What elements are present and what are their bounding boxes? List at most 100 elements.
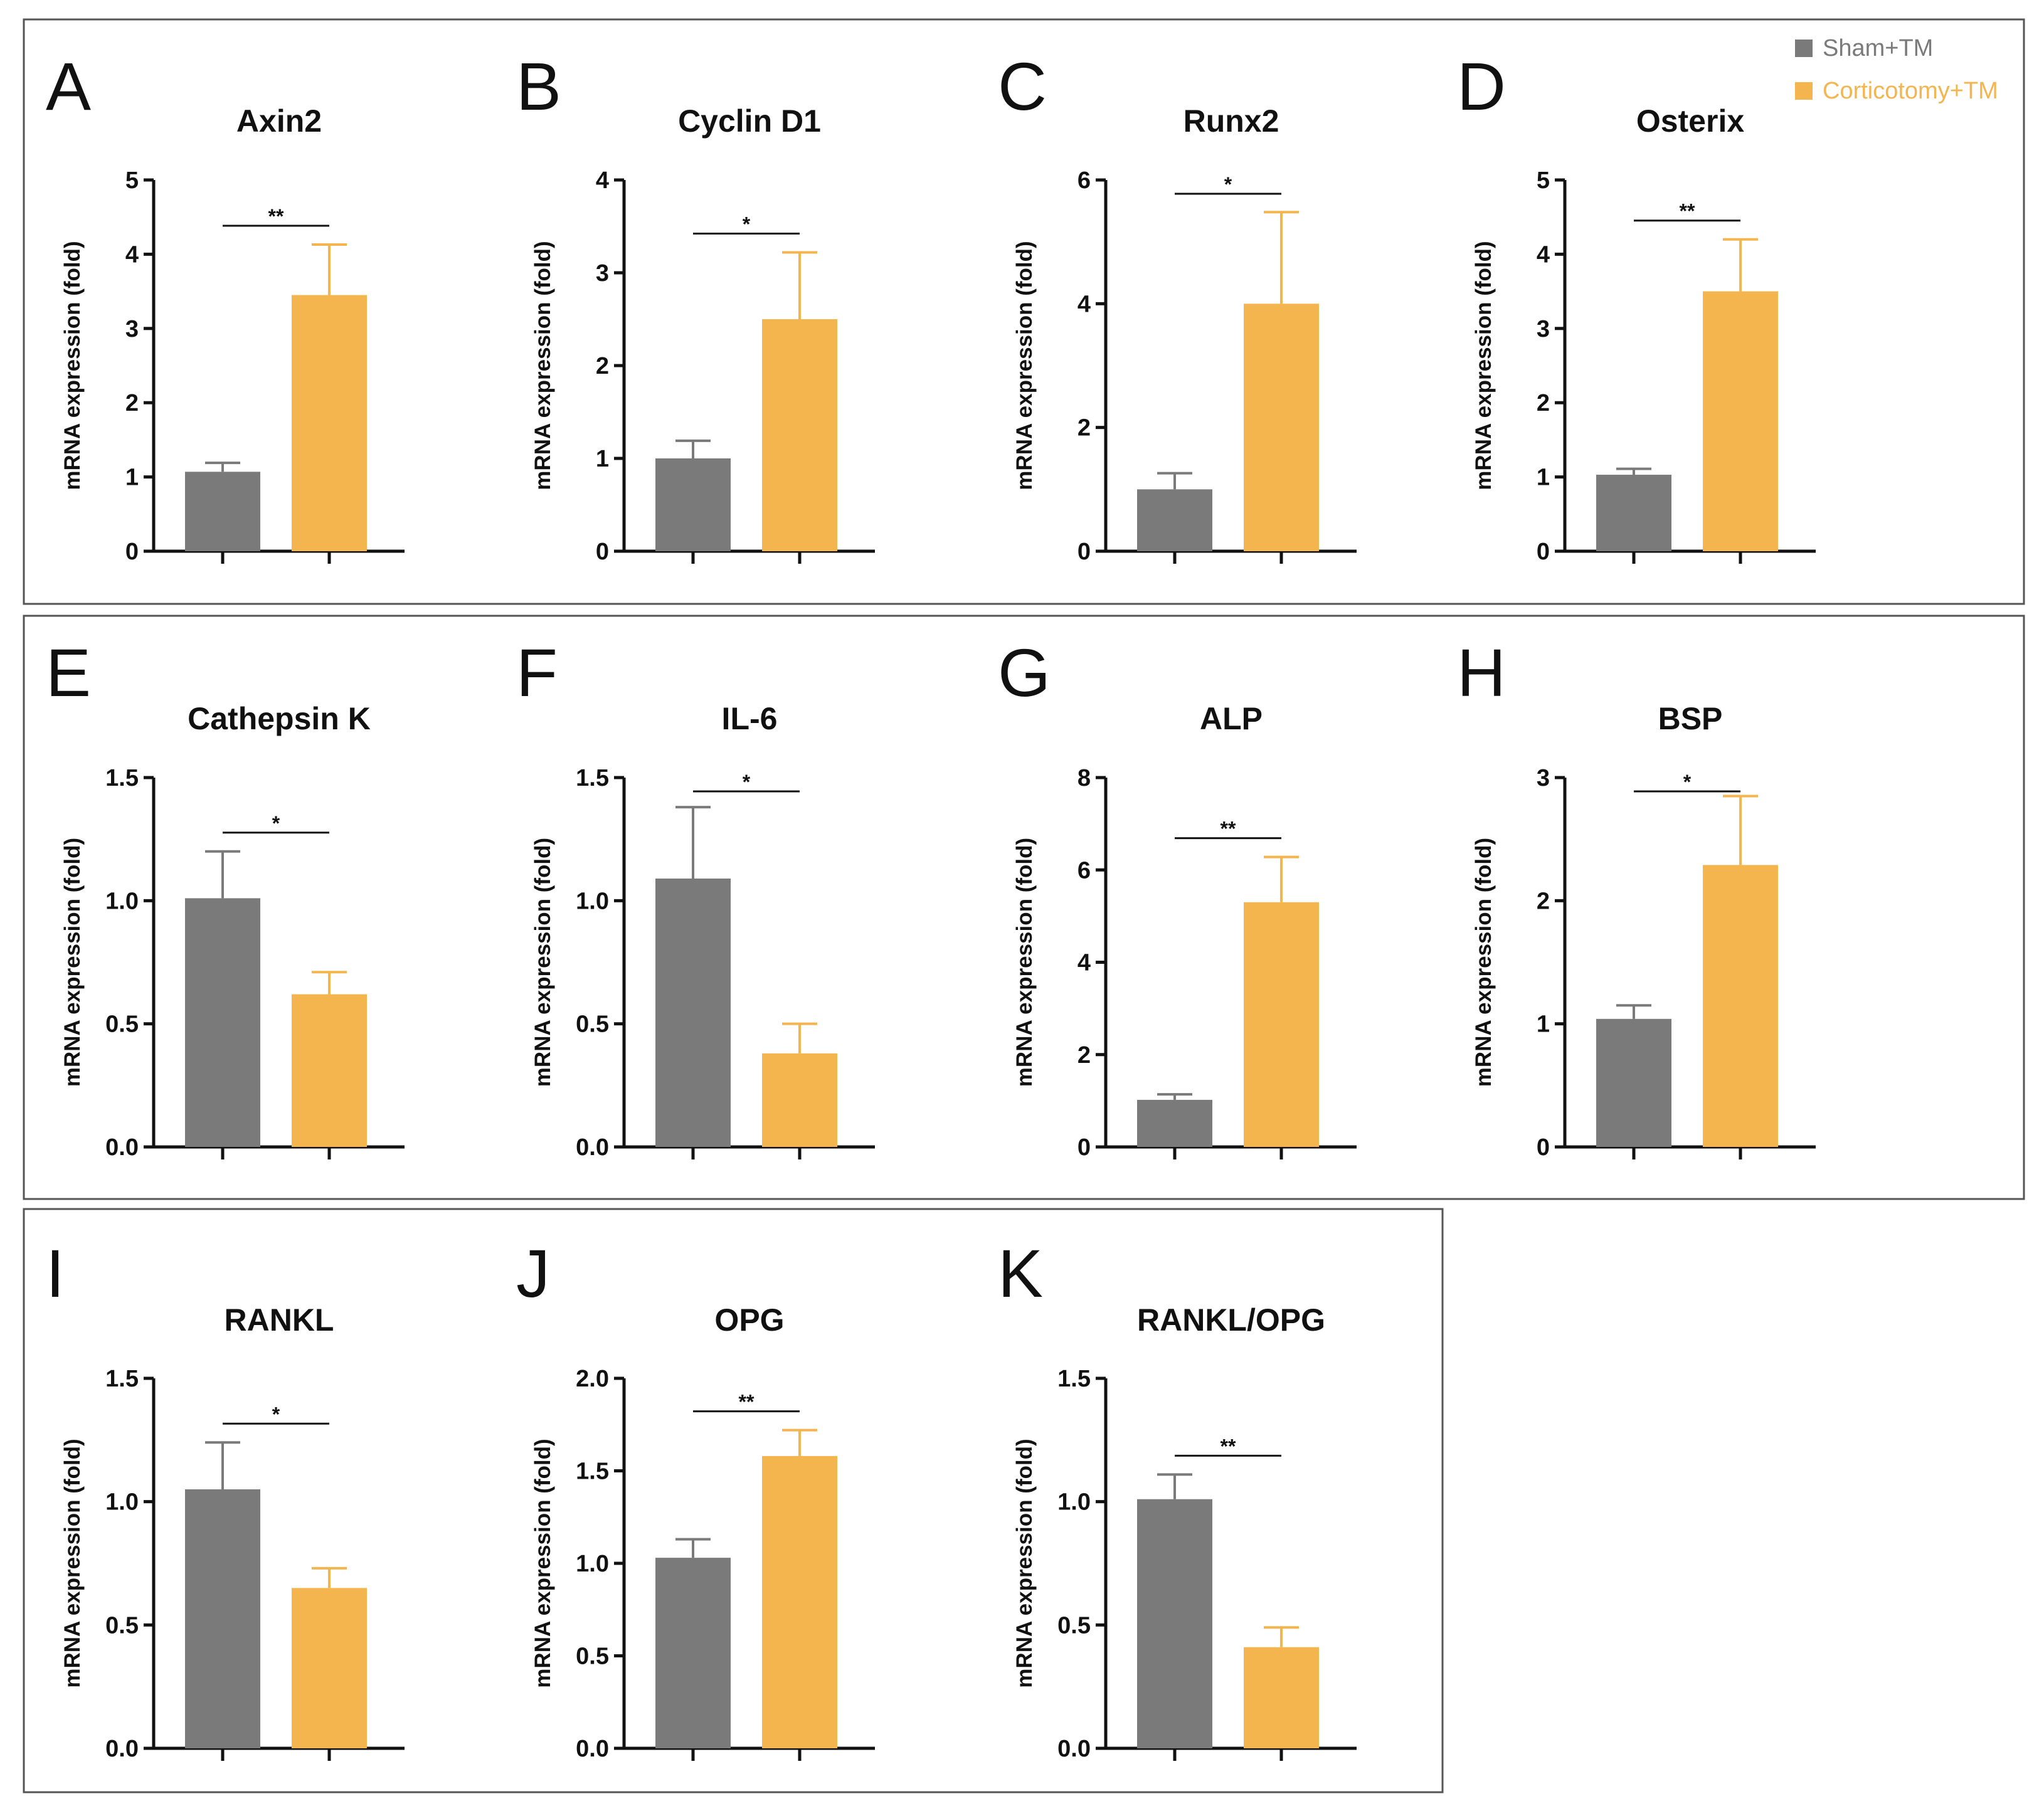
panel-letter: B	[516, 48, 561, 124]
section-frame-2	[23, 615, 2025, 1200]
y-axis-label: mRNA expression (fold)	[531, 1439, 555, 1687]
y-tick-label: 1.0	[1057, 1489, 1091, 1516]
y-tick-label: 0	[1078, 1134, 1091, 1161]
significance-label: *	[1683, 771, 1692, 793]
y-tick-label: 1.0	[576, 888, 609, 914]
chart-title: BSP	[1658, 701, 1723, 736]
y-tick-label: 4	[1537, 241, 1550, 268]
y-axis-label: mRNA expression (fold)	[531, 241, 555, 490]
bar-corticotomy	[1703, 291, 1778, 551]
chart-title: Runx2	[1184, 103, 1279, 139]
chart-title: Cyclin D1	[678, 103, 821, 139]
y-tick-label: 1	[1537, 1011, 1550, 1038]
chart-d: D Osterix mRNA expression (fold) 0 1 2 3 4 5 **	[1457, 48, 1816, 565]
bar-sham	[655, 458, 731, 551]
panel-letter: J	[516, 1235, 550, 1311]
bar-corticotomy	[292, 994, 367, 1147]
bar-sham	[1137, 1099, 1212, 1147]
y-tick-label: 6	[1078, 167, 1091, 194]
bar-sham	[1596, 1018, 1671, 1147]
y-axis-label: mRNA expression (fold)	[531, 838, 555, 1087]
y-tick-label: 2	[1078, 415, 1091, 441]
y-axis-label: mRNA expression (fold)	[60, 241, 85, 490]
y-tick-label: 0.5	[576, 1011, 609, 1038]
bar-corticotomy	[762, 1455, 837, 1748]
bar-corticotomy	[292, 295, 367, 551]
panel-letter: D	[1457, 48, 1506, 124]
significance-label: *	[743, 213, 751, 235]
y-axis-label: mRNA expression (fold)	[60, 1439, 85, 1687]
y-axis-label: mRNA expression (fold)	[1471, 241, 1496, 490]
y-tick-label: 1.0	[576, 1551, 609, 1577]
panel-letter: K	[998, 1235, 1043, 1311]
y-tick-label: 3	[596, 260, 609, 287]
legend-label-corticotomy: Corticotomy+TM	[1823, 78, 1998, 104]
significance-label: *	[743, 771, 751, 793]
bar-sham	[1596, 475, 1671, 551]
legend: Sham+TM Corticotomy+TM	[1795, 35, 1998, 104]
y-tick-label: 1.5	[1057, 1366, 1091, 1392]
y-tick-label: 1	[1537, 465, 1550, 491]
chart-title: Osterix	[1636, 103, 1745, 139]
section-frame-3	[23, 1208, 1444, 1793]
legend-swatch-sham	[1795, 40, 1813, 57]
y-tick-label: 2.0	[576, 1366, 609, 1392]
chart-title: ALP	[1200, 701, 1263, 736]
y-tick-label: 3	[125, 316, 139, 342]
y-tick-label: 1.5	[576, 1459, 609, 1485]
bar-corticotomy	[1244, 1647, 1319, 1748]
significance-label: **	[1221, 1435, 1236, 1457]
y-tick-label: 1.5	[576, 765, 609, 791]
chart-title: Cathepsin K	[188, 701, 371, 736]
y-tick-label: 0.5	[105, 1612, 139, 1639]
chart-title: Axin2	[236, 103, 322, 139]
y-tick-label: 4	[1078, 950, 1091, 976]
chart-j: J OPG mRNA expression (fold) 0.0 0.5 1.0 1.5 2.…	[516, 1235, 875, 1762]
bar-sham	[185, 472, 260, 551]
y-tick-label: 2	[1537, 390, 1550, 416]
bar-corticotomy	[762, 1053, 837, 1147]
significance-label: *	[272, 1403, 280, 1425]
chart-f: F IL-6 mRNA expression (fold) 0.0 0.5 1.0 1.5 *	[516, 635, 875, 1161]
y-tick-label: 0	[1537, 1134, 1550, 1161]
bar-sham	[1137, 1499, 1212, 1748]
y-tick-label: 4	[125, 241, 139, 268]
chart-title: RANKL	[225, 1302, 334, 1338]
y-axis-label: mRNA expression (fold)	[1012, 838, 1037, 1087]
panel-letter: I	[46, 1235, 65, 1311]
chart-i: I RANKL mRNA expression (fold) 0.0 0.5 1.0 1.5…	[46, 1235, 405, 1762]
significance-label: **	[1680, 200, 1695, 223]
bar-sham	[655, 1558, 731, 1748]
y-axis-label: mRNA expression (fold)	[1012, 241, 1037, 490]
y-tick-label: 0.0	[105, 1736, 139, 1762]
significance-label: **	[268, 205, 284, 228]
significance-label: **	[1221, 818, 1236, 840]
y-tick-label: 0.5	[576, 1644, 609, 1670]
y-axis-label: mRNA expression (fold)	[1012, 1439, 1037, 1687]
y-tick-label: 3	[1537, 316, 1550, 342]
y-tick-label: 5	[1537, 167, 1550, 194]
bar-sham	[185, 898, 260, 1147]
bar-corticotomy	[1244, 902, 1319, 1147]
y-tick-label: 0.5	[1057, 1612, 1091, 1639]
legend-label-sham: Sham+TM	[1823, 35, 1933, 61]
y-tick-label: 2	[1078, 1042, 1091, 1069]
y-tick-label: 5	[125, 167, 139, 194]
y-tick-label: 0	[1078, 539, 1091, 565]
chart-h: H BSP mRNA expression (fold) 0 1 2 3 *	[1457, 635, 1816, 1161]
chart-c: C Runx2 mRNA expression (fold) 0 2 4 6 *	[998, 48, 1357, 565]
panel-letter: G	[998, 635, 1051, 710]
chart-title: IL-6	[722, 701, 778, 736]
bar-sham	[655, 878, 731, 1147]
bar-sham	[185, 1489, 260, 1748]
y-tick-label: 1.0	[105, 888, 139, 914]
y-axis-label: mRNA expression (fold)	[60, 838, 85, 1087]
y-tick-label: 0.0	[576, 1736, 609, 1762]
y-tick-label: 0.0	[1057, 1736, 1091, 1762]
y-tick-label: 1.0	[105, 1489, 139, 1516]
bar-sham	[1137, 489, 1212, 551]
legend-swatch-corticotomy	[1795, 82, 1813, 100]
y-tick-label: 2	[596, 353, 609, 379]
chart-k: K RANKL/OPG mRNA expression (fold) 0.0 0.5 1.…	[998, 1235, 1357, 1762]
